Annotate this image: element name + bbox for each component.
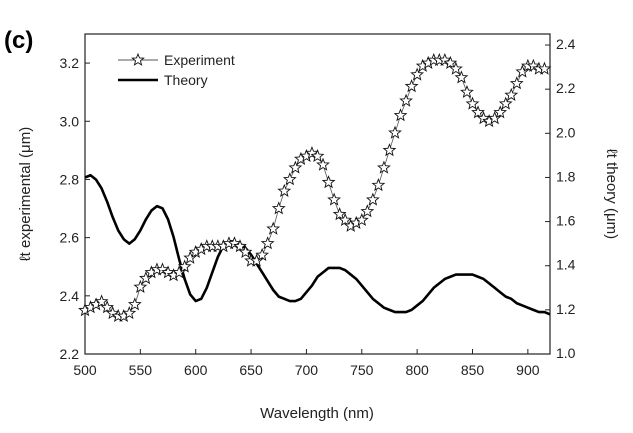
y-left-tick-label: 2.6 (60, 230, 80, 246)
experiment-point (360, 204, 375, 218)
experiment-point (100, 300, 115, 314)
experiment-point (493, 105, 508, 119)
experiment-point (465, 96, 480, 110)
experiment-point (155, 262, 170, 276)
experiment-point (454, 70, 469, 84)
experiment-point (449, 61, 463, 75)
experiment-point (537, 61, 552, 75)
legend-experiment-label: Experiment (164, 52, 235, 68)
experiment-point (526, 58, 541, 72)
experiment-point (233, 239, 247, 253)
experiment-point (255, 247, 270, 261)
y-axis-right-title: ℓt theory (μm) (603, 149, 620, 239)
experiment-point (305, 146, 319, 160)
x-tick-label: 600 (184, 362, 208, 378)
experiment-point (133, 279, 148, 293)
experiment-point (127, 297, 142, 311)
experiment-point (177, 259, 192, 273)
experiment-point (365, 192, 380, 206)
experiment-point (471, 105, 485, 119)
y-right-tick-label: 1.0 (556, 345, 576, 361)
y-right-tick-label: 1.6 (556, 213, 576, 229)
y-right-tick-label: 2.2 (556, 80, 576, 96)
experiment-line (84, 59, 545, 317)
experiment-point (94, 294, 109, 308)
y-left-tick-label: 3.0 (60, 113, 80, 129)
experiment-point (443, 55, 458, 69)
experiment-point (410, 67, 425, 81)
theory-line (84, 173, 551, 316)
experiment-point (321, 175, 336, 189)
x-tick-label: 650 (239, 362, 263, 378)
experiment-point (238, 244, 253, 259)
x-axis: 500 550 600 650 700 750 800 850 900 (73, 349, 540, 378)
legend: Experiment Theory (118, 52, 235, 88)
experiment-point (371, 178, 386, 192)
y-right-tick-label: 2.4 (556, 36, 576, 52)
x-tick-label: 850 (461, 362, 485, 378)
experiment-point (310, 148, 325, 163)
experiment-point (354, 212, 369, 227)
x-tick-label: 700 (295, 362, 319, 378)
legend-theory-label: Theory (164, 72, 208, 88)
y-left-tick-label: 3.2 (60, 55, 80, 71)
experiment-point (476, 111, 491, 125)
experiment-point (437, 52, 452, 67)
experiment-point (504, 87, 519, 101)
series-layer (78, 52, 552, 323)
y-left-tick-label: 2.8 (60, 171, 80, 187)
experiment-point (227, 236, 242, 250)
experiment-point (277, 183, 292, 197)
x-tick-label: 550 (129, 362, 153, 378)
experiment-point (260, 236, 275, 250)
experiment-point (161, 265, 175, 279)
x-axis-title: Wavelength (nm) (260, 405, 374, 422)
experiment-point (393, 108, 408, 122)
y-axis-left-title: ℓt experimental (μm) (17, 127, 34, 261)
x-tick-label: 500 (73, 362, 97, 378)
panel-label: (c) (4, 27, 33, 54)
experiment-point (404, 79, 419, 93)
x-tick-label: 800 (405, 362, 429, 378)
legend-experiment-star-icon (131, 52, 145, 66)
x-tick-label: 750 (350, 362, 374, 378)
y-left-tick-label: 2.4 (60, 288, 80, 304)
experiment-point (498, 96, 513, 110)
experiment-point (271, 201, 286, 215)
experiment-point (327, 192, 341, 206)
experiment-point (382, 143, 397, 157)
experiment-point (316, 157, 330, 171)
experiment-point (377, 160, 391, 174)
experiment-point (122, 306, 137, 320)
y-right-tick-label: 1.2 (556, 301, 576, 317)
y-left-tick-label: 2.2 (60, 346, 80, 362)
y-right-tick-label: 1.8 (556, 168, 576, 184)
y-right-tick-label: 2.0 (556, 124, 576, 140)
experiment-point (282, 172, 297, 186)
experiment-point (288, 160, 303, 174)
experiment-point (399, 93, 413, 107)
experiment-point (388, 125, 402, 139)
experiment-point (266, 221, 281, 235)
y-axis-left: 2.2 2.4 2.6 2.8 3.0 3.2 (60, 55, 90, 362)
experiment-point (332, 207, 347, 221)
x-tick-label: 900 (516, 362, 540, 378)
experiment-point (509, 76, 524, 90)
plot-frame (84, 33, 551, 355)
experiment-point (460, 84, 474, 99)
experiment-point (105, 306, 120, 320)
y-axis-right: 1.0 1.2 1.4 1.6 1.8 2.0 2.2 2.4 (545, 36, 576, 361)
experiment-point (338, 212, 353, 227)
y-right-tick-label: 1.4 (556, 257, 576, 273)
